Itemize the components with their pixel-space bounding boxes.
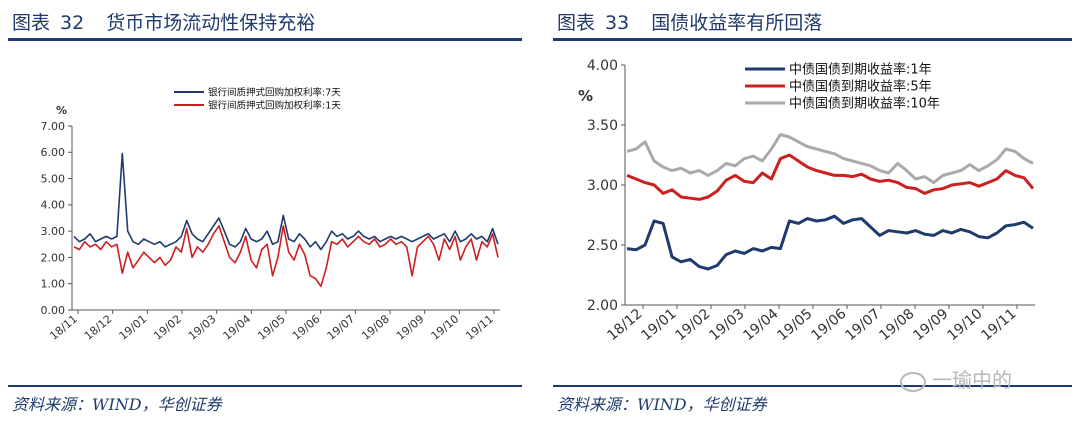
figure-33-source: 资料来源：WIND，华创证券 [557, 395, 767, 414]
left-x-tick-label-7: 19/06 [290, 312, 323, 342]
left-x-tick-label-1: 18/12 [82, 312, 115, 342]
figure-32-panel: 图表 32 货币市场流动性保持充裕 % 0.00 1.00 2.00 3.00 4.00 5.0… [0, 0, 530, 429]
left-x-tick-label-2: 19/01 [117, 312, 150, 342]
figure-33-chart: %2.002.503.003.504.0018/1219/0119/0219/0… [578, 58, 1035, 344]
right-y-tick-label-4: 4.00 [587, 58, 618, 74]
right-series-line-0 [626, 214, 1034, 271]
figure-33-panel: 图表 33 国债收益率有所回落 % 2.00 2.50 3.00 3.50 4.00 18/12… [545, 0, 1080, 429]
left-x-tick-label-4: 19/03 [186, 312, 219, 342]
figure-33-top-rule [553, 38, 1072, 41]
right-x-tick-label-2: 19/02 [672, 306, 713, 344]
left-y-tick-label-5: 5.00 [41, 172, 66, 185]
figure-32-label: 图表 [12, 12, 51, 34]
right-y-unit-label: % [578, 87, 593, 105]
wechat-icon [900, 371, 926, 392]
figure-33-label: 图表 [557, 12, 596, 34]
left-y-tick-label-6: 6.00 [41, 146, 66, 159]
left-series-line-0 [73, 152, 499, 251]
figure-33-bottom-rule [553, 385, 1072, 387]
right-series-line-1 [626, 153, 1035, 201]
left-y-tick-label-2: 2.00 [41, 251, 66, 264]
left-y-unit-label: % [56, 104, 67, 117]
left-x-tick-label-3: 19/02 [151, 312, 184, 342]
figure-33-title-text: 国债收益率有所回落 [651, 12, 823, 34]
figure-32-title-text: 货币市场流动性保持充裕 [106, 12, 316, 34]
right-x-tick-label-5: 19/05 [774, 306, 815, 344]
right-x-tick-label-11: 19/11 [978, 306, 1019, 344]
figure-32-title: 图表 32 货币市场流动性保持充裕 [12, 8, 315, 35]
left-x-tick-label-12: 19/11 [463, 312, 496, 342]
left-x-tick-label-5: 19/04 [221, 312, 254, 342]
figure-32-chart: % 0.00 1.00 2.00 3.00 4.00 5.00 6.00 7.00 18/11 18… [41, 86, 500, 343]
left-y-tick-label-1: 1.00 [41, 278, 66, 291]
right-legend-label-1: 中债国债到期收益率:5年 [789, 79, 932, 95]
right-x-tick-label-1: 19/01 [638, 306, 679, 344]
left-x-tick-label-9: 19/08 [359, 312, 392, 342]
left-x-tick-label-8: 19/07 [325, 312, 358, 342]
left-x-tick-label-10: 19/09 [394, 312, 427, 342]
right-x-tick-label-10: 19/10 [944, 306, 985, 344]
figure-32-source: 资料来源：WIND，华创证券 [12, 395, 222, 414]
right-x-tick-label-6: 19/06 [808, 306, 849, 344]
left-y-tick-label-4: 4.00 [41, 199, 66, 212]
right-x-tick-label-8: 19/08 [876, 306, 917, 344]
figure-32-number: 32 [60, 12, 85, 34]
left-y-tick-label-3: 3.00 [41, 225, 66, 238]
left-x-tick-label-0: 18/11 [47, 312, 80, 342]
left-series-line-1 [73, 225, 499, 288]
figure-33-number: 33 [605, 12, 630, 34]
left-x-tick-label-11: 19/10 [429, 312, 462, 342]
right-legend-label-2: 中债国债到期收益率:10年 [789, 96, 940, 112]
right-series-line-2 [626, 133, 1034, 185]
right-y-tick-label-3: 3.50 [587, 118, 618, 134]
figure-32-bottom-rule [8, 385, 522, 387]
left-legend-label-1: 银行间质押式回购加权利率:1天 [208, 99, 341, 111]
watermark: 一瑜中的 [900, 364, 1012, 393]
left-legend-label-0: 银行间质押式回购加权利率:7天 [208, 86, 341, 98]
watermark-text: 一瑜中的 [932, 368, 1012, 392]
left-y-tick-label-7: 7.00 [41, 120, 66, 133]
left-x-tick-label-6: 19/05 [255, 312, 288, 342]
right-legend-label-0: 中债国债到期收益率:1年 [789, 62, 932, 78]
right-x-tick-label-3: 19/03 [706, 306, 747, 344]
left-y-tick-label-0: 0.00 [41, 304, 66, 317]
right-x-tick-label-4: 19/04 [740, 306, 781, 344]
right-x-tick-label-9: 19/09 [910, 306, 951, 344]
figure-32-top-rule [8, 38, 522, 41]
right-y-tick-label-0: 2.00 [587, 298, 618, 314]
right-y-tick-label-2: 3.00 [587, 178, 618, 194]
right-y-tick-label-1: 2.50 [587, 238, 618, 254]
figure-33-title: 图表 33 国债收益率有所回落 [557, 8, 822, 35]
right-x-tick-label-7: 19/07 [842, 306, 883, 344]
